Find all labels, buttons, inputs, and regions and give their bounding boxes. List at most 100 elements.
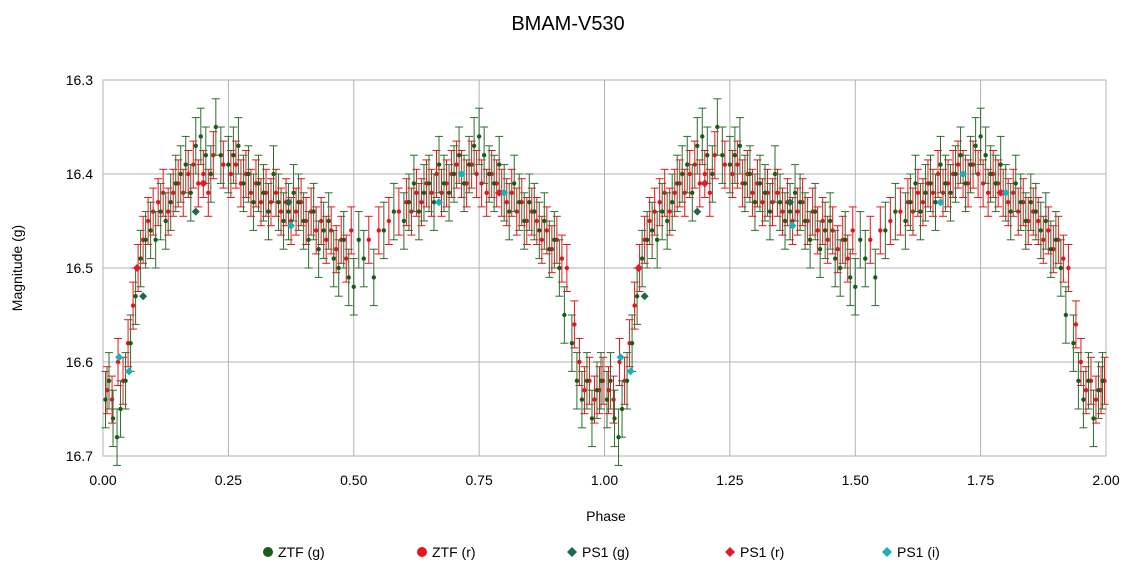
data-point <box>767 209 773 214</box>
data-point <box>888 218 893 224</box>
data-point <box>619 406 625 412</box>
data-point <box>306 237 311 242</box>
data-point <box>103 397 108 402</box>
data-point <box>466 162 472 167</box>
data-point <box>835 247 840 252</box>
data-point <box>850 228 855 233</box>
data-point <box>356 237 361 242</box>
data-point <box>822 228 828 233</box>
data-point <box>589 416 595 421</box>
data-point <box>574 378 580 383</box>
data-point <box>188 190 193 195</box>
y-tick-label: 16.7 <box>66 448 93 464</box>
data-point <box>825 237 830 242</box>
data-point <box>616 353 625 362</box>
data-point <box>1008 209 1013 214</box>
data-point <box>349 228 354 233</box>
grid <box>102 79 1107 457</box>
data-point <box>845 256 850 261</box>
data-point <box>577 359 582 365</box>
data-point <box>707 190 713 195</box>
data-point <box>1073 322 1079 327</box>
data-point <box>276 200 281 205</box>
data-point <box>396 209 402 214</box>
x-tick-label: 0.00 <box>89 472 116 488</box>
data-point <box>772 171 778 177</box>
data-point <box>429 190 434 195</box>
x-tick-label: 1.50 <box>842 472 869 488</box>
data-point <box>261 190 266 195</box>
data-point <box>978 134 983 139</box>
series-ps1-r <box>133 179 1005 272</box>
data-point <box>782 218 788 224</box>
data-point <box>281 218 286 224</box>
data-point <box>700 179 709 188</box>
data-point <box>376 228 382 233</box>
legend-label: PS1 (g) <box>582 544 629 560</box>
data-point <box>608 378 613 383</box>
data-point <box>1061 256 1066 261</box>
data-point <box>258 200 264 205</box>
data-point <box>486 171 492 177</box>
data-point <box>1023 218 1028 224</box>
data-point <box>461 181 467 186</box>
data-point <box>143 237 148 242</box>
x-tick-label: 2.00 <box>1092 472 1119 488</box>
data-point <box>584 378 590 383</box>
data-point <box>542 218 547 224</box>
data-point <box>720 153 725 158</box>
data-point <box>634 264 643 272</box>
data-point <box>451 171 457 177</box>
data-point <box>780 209 785 214</box>
data-point <box>853 284 858 289</box>
data-point <box>953 171 958 177</box>
data-point <box>361 256 366 261</box>
data-point <box>1006 200 1011 205</box>
legend-marker <box>263 547 273 557</box>
data-point <box>537 228 542 233</box>
data-point <box>344 256 349 261</box>
data-point <box>878 228 883 233</box>
data-point <box>685 162 690 167</box>
series-ztf-g <box>101 98 1107 466</box>
data-point <box>777 200 783 205</box>
data-point <box>1018 200 1023 205</box>
data-point <box>115 353 124 362</box>
data-point <box>640 292 649 301</box>
data-point <box>313 228 319 233</box>
data-point <box>644 237 650 242</box>
data-point <box>246 171 251 177</box>
data-point <box>218 153 224 158</box>
data-point <box>985 190 991 195</box>
data-point <box>532 209 537 214</box>
data-point <box>266 209 271 214</box>
data-point <box>732 153 738 158</box>
x-tick-label: 0.25 <box>215 472 242 488</box>
data-point <box>416 209 422 214</box>
data-point <box>1053 237 1059 242</box>
x-axis-label: Phase <box>586 508 626 524</box>
legend-label: PS1 (r) <box>740 544 784 560</box>
data-point <box>381 228 387 233</box>
data-point <box>286 209 291 214</box>
data-point <box>943 181 948 186</box>
data-point <box>1048 247 1054 252</box>
data-point <box>557 265 562 271</box>
data-point <box>611 397 616 402</box>
legend: ZTF (g) ZTF (r) PS1 (g) PS1 (r) PS1 (i) <box>263 544 940 560</box>
data-point <box>191 207 200 216</box>
data-point <box>228 171 234 177</box>
series-ps1-g <box>139 198 795 301</box>
data-point <box>579 397 585 402</box>
data-point <box>1081 397 1086 402</box>
data-point <box>139 292 148 301</box>
data-point <box>1096 388 1101 393</box>
data-point <box>928 181 933 186</box>
data-point <box>414 190 419 195</box>
x-tick-label: 1.75 <box>967 472 994 488</box>
data-point <box>484 190 489 195</box>
data-point <box>435 198 444 207</box>
data-point <box>293 209 299 214</box>
data-point <box>1078 359 1084 365</box>
data-point <box>1013 181 1018 186</box>
